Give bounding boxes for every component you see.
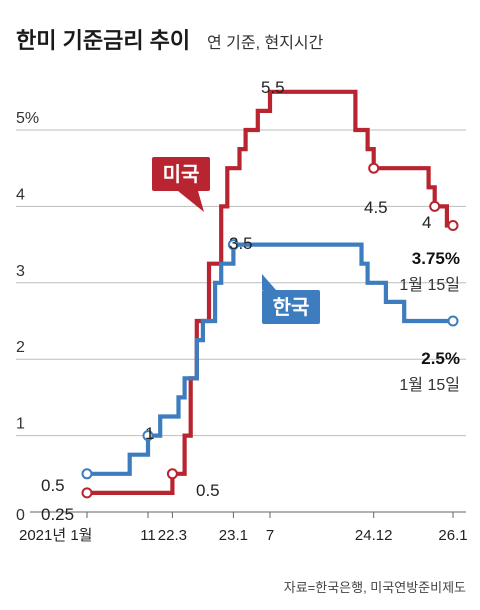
annotation-us-end: 3.75% — [412, 249, 460, 268]
x-tick-label: 23.1 — [219, 527, 248, 544]
badge-us-pointer — [178, 191, 204, 212]
annotation-us-05: 0.5 — [196, 481, 220, 500]
series-markers — [81, 162, 459, 499]
badge-us-box — [152, 157, 210, 191]
badge-kr-box — [262, 290, 320, 324]
series-lines — [87, 89, 453, 495]
annotation-us-4: 4 — [422, 213, 431, 232]
annotation-us-45: 4.5 — [364, 198, 388, 217]
y-tick-label: 5% — [16, 110, 39, 127]
y-tick-label: 0 — [16, 507, 25, 524]
chart-title: 한미 기준금리 추이 — [16, 28, 190, 53]
chart-subtitle: 연 기준, 현지시간 — [207, 34, 324, 52]
annotation-kr-start: 0.5 — [41, 476, 65, 495]
badge-kr: 한국 — [262, 274, 320, 324]
data-point-us — [166, 468, 178, 480]
badge-kr-label: 한국 — [273, 296, 310, 319]
annotation-kr-end: 2.5% — [421, 349, 460, 368]
source-note: 자료=한국은행, 미국연방준비제도 — [284, 580, 466, 595]
annotation-kr-end-date: 1월 15일 — [399, 376, 460, 394]
data-point-kr — [81, 468, 93, 480]
annotation-us-start: 0.25 — [41, 505, 74, 524]
annotation-kr-1: 1 — [145, 424, 154, 443]
data-point-kr — [227, 239, 239, 251]
data-point-us — [447, 220, 459, 231]
data-point-kr — [142, 430, 154, 442]
y-axis-ticks: 0 1 2 3 4 5% — [16, 110, 39, 524]
data-point-us — [429, 200, 441, 212]
x-tick-label: 7 — [266, 527, 274, 544]
gridlines — [16, 129, 466, 437]
x-axis: 2021년 1월 11 22.3 23.1 7 24.12 26.1 — [19, 511, 468, 544]
x-tick-label: 26.1 — [438, 527, 467, 544]
x-tick-label: 11 — [140, 527, 156, 544]
badge-kr-pointer — [262, 274, 276, 290]
y-tick-label: 2 — [16, 339, 25, 356]
annotations: 0.5 0.25 1 0.5 3.5 5.5 4.5 4 3.75% 1월 15… — [41, 78, 460, 524]
x-tick-label: 2021년 1월 — [19, 527, 92, 544]
data-point-kr — [447, 315, 459, 327]
annotation-kr-peak: 3.5 — [229, 234, 253, 253]
x-tick-label: 24.12 — [355, 527, 393, 544]
y-tick-label: 3 — [16, 263, 25, 280]
annotation-us-end-date: 1월 15일 — [399, 276, 460, 294]
badge-us-label: 미국 — [163, 163, 200, 186]
series-line-us — [87, 89, 453, 495]
y-tick-label: 4 — [16, 186, 25, 203]
y-tick-label: 1 — [16, 416, 25, 433]
data-point-us — [368, 162, 380, 174]
data-point-us — [81, 487, 93, 499]
series-line-kr — [87, 242, 453, 476]
annotation-us-peak: 5.5 — [261, 78, 285, 97]
x-tick-label: 22.3 — [158, 527, 187, 544]
badge-us: 미국 — [152, 157, 210, 212]
